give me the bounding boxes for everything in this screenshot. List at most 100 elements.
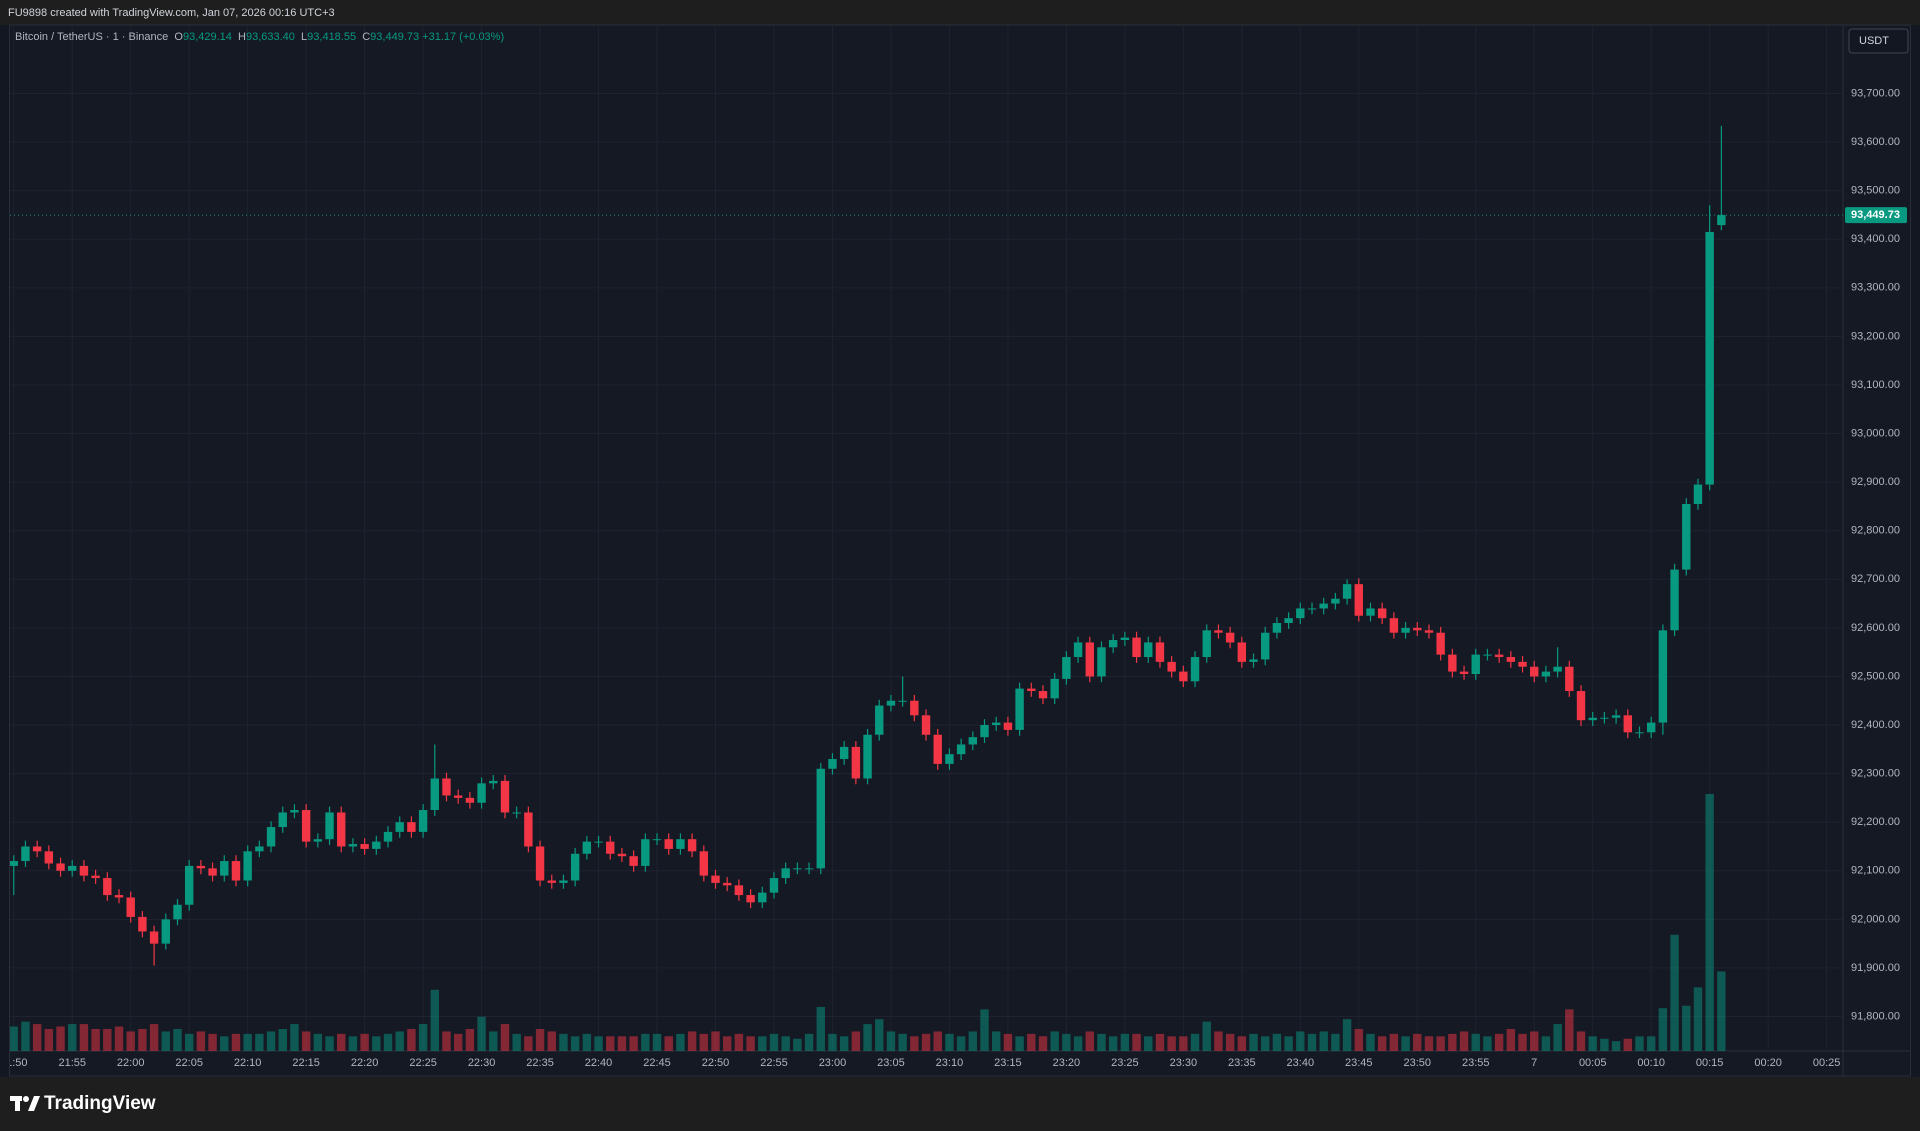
volume-bar: [1483, 1036, 1492, 1051]
volume-bar: [910, 1036, 919, 1051]
open-label: O: [174, 31, 183, 43]
candle-body: [606, 841, 615, 854]
volume-bar: [477, 1016, 486, 1051]
volume-bar: [1646, 1036, 1656, 1051]
candle-body: [1424, 630, 1434, 633]
volume-bar: [1249, 1033, 1258, 1051]
volume-bar: [1448, 1033, 1457, 1051]
volume-bar: [980, 1009, 989, 1051]
y-tick-label: 92,900.00: [1851, 476, 1900, 488]
volume-bar: [886, 1031, 896, 1051]
candle-body: [1003, 722, 1013, 730]
candle-body: [220, 861, 229, 876]
x-tick-label: 23:10: [936, 1057, 964, 1069]
x-tick-label: 22:25: [409, 1057, 437, 1069]
candle-body: [1296, 608, 1305, 619]
volume-bar: [1120, 1033, 1130, 1051]
candle-body: [734, 885, 744, 896]
candle-body: [559, 880, 568, 883]
price-axis: 91,800.00 91,900.00 92,000.00 92,100.00 92,2…: [1845, 87, 1907, 1022]
candle-body: [407, 822, 416, 832]
candle-body: [1225, 632, 1235, 643]
candle-body: [1307, 608, 1317, 610]
x-tick-label: 23:25: [1111, 1057, 1139, 1069]
candle-body: [1015, 688, 1024, 730]
y-tick-label: 91,900.00: [1851, 962, 1900, 974]
candle-body: [489, 780, 498, 784]
candle-body: [1553, 666, 1562, 672]
volume-bar: [1541, 1036, 1551, 1051]
volume-bar: [1261, 1036, 1270, 1051]
candle-body: [1518, 661, 1527, 667]
candle-body: [114, 895, 124, 898]
candle-body: [337, 812, 346, 847]
candle-body: [582, 841, 592, 854]
x-tick-label: 23:40: [1287, 1057, 1315, 1069]
candle-body: [301, 810, 311, 842]
volume-bar: [793, 1038, 802, 1051]
candle-body: [1588, 717, 1597, 721]
candle-body: [32, 846, 42, 852]
candle-body: [360, 844, 369, 849]
volume-bar: [138, 1028, 147, 1051]
candle-body: [816, 768, 825, 869]
candle-body: [1261, 632, 1270, 660]
candle-body: [828, 759, 837, 769]
volume-bar: [1530, 1031, 1539, 1051]
candle-body: [1623, 715, 1632, 733]
volume-bar: [1237, 1036, 1247, 1051]
candle-body: [1097, 647, 1106, 677]
y-tick-label: 92,400.00: [1851, 719, 1900, 731]
volume-bar: [1050, 1031, 1059, 1051]
candle-body: [1027, 688, 1036, 692]
x-tick-label: 22:15: [292, 1057, 320, 1069]
volume-bar: [594, 1036, 603, 1051]
x-tick-label: 22:50: [702, 1057, 730, 1069]
candle-body: [430, 778, 439, 811]
volume-bar: [606, 1036, 615, 1051]
volume-bar: [301, 1031, 311, 1051]
low-value: 93,418.55: [307, 31, 357, 43]
candle-body: [44, 851, 54, 864]
low-label: L: [301, 31, 308, 43]
volume-bar: [758, 1036, 767, 1051]
high-label: H: [238, 31, 246, 43]
volume-bar: [1389, 1033, 1399, 1051]
x-tick-label: 23:00: [819, 1057, 847, 1069]
x-tick-label: 00:25: [1813, 1057, 1841, 1069]
candle-body: [1389, 618, 1399, 633]
volume-bar: [652, 1033, 662, 1051]
candle-body: [758, 892, 767, 903]
candle-body: [1342, 584, 1352, 599]
currency-button[interactable]: [1848, 28, 1909, 54]
volume-bar: [161, 1031, 170, 1051]
x-tick-label: 7: [1531, 1057, 1537, 1069]
volume-bar: [1424, 1036, 1434, 1051]
candle-body: [465, 797, 475, 803]
volume-bar: [804, 1033, 814, 1051]
candle-body: [1038, 691, 1048, 699]
y-tick-label: 92,300.00: [1851, 768, 1900, 780]
candle-body: [547, 880, 556, 883]
volume-bar: [1494, 1033, 1504, 1051]
candle-body: [664, 839, 673, 849]
volume-bar: [875, 1019, 884, 1051]
candle-body: [875, 705, 884, 735]
volume-bar: [1202, 1021, 1211, 1051]
volume-bar: [1331, 1033, 1340, 1051]
candle-body: [722, 882, 732, 886]
volume-bar: [1296, 1031, 1305, 1051]
volume-bar: [10, 1026, 18, 1051]
volume-bar: [1319, 1031, 1328, 1051]
volume-bar: [1144, 1036, 1153, 1051]
candle-body: [418, 810, 428, 832]
volume-bar: [559, 1033, 568, 1051]
open-value: 93,429.14: [182, 31, 232, 43]
x-tick-label: 21:55: [58, 1057, 86, 1069]
candle-body: [910, 700, 919, 716]
candle-body: [1167, 661, 1176, 672]
candle-body: [699, 851, 709, 876]
volume-bar: [699, 1033, 709, 1051]
volume-bar: [1225, 1033, 1235, 1051]
